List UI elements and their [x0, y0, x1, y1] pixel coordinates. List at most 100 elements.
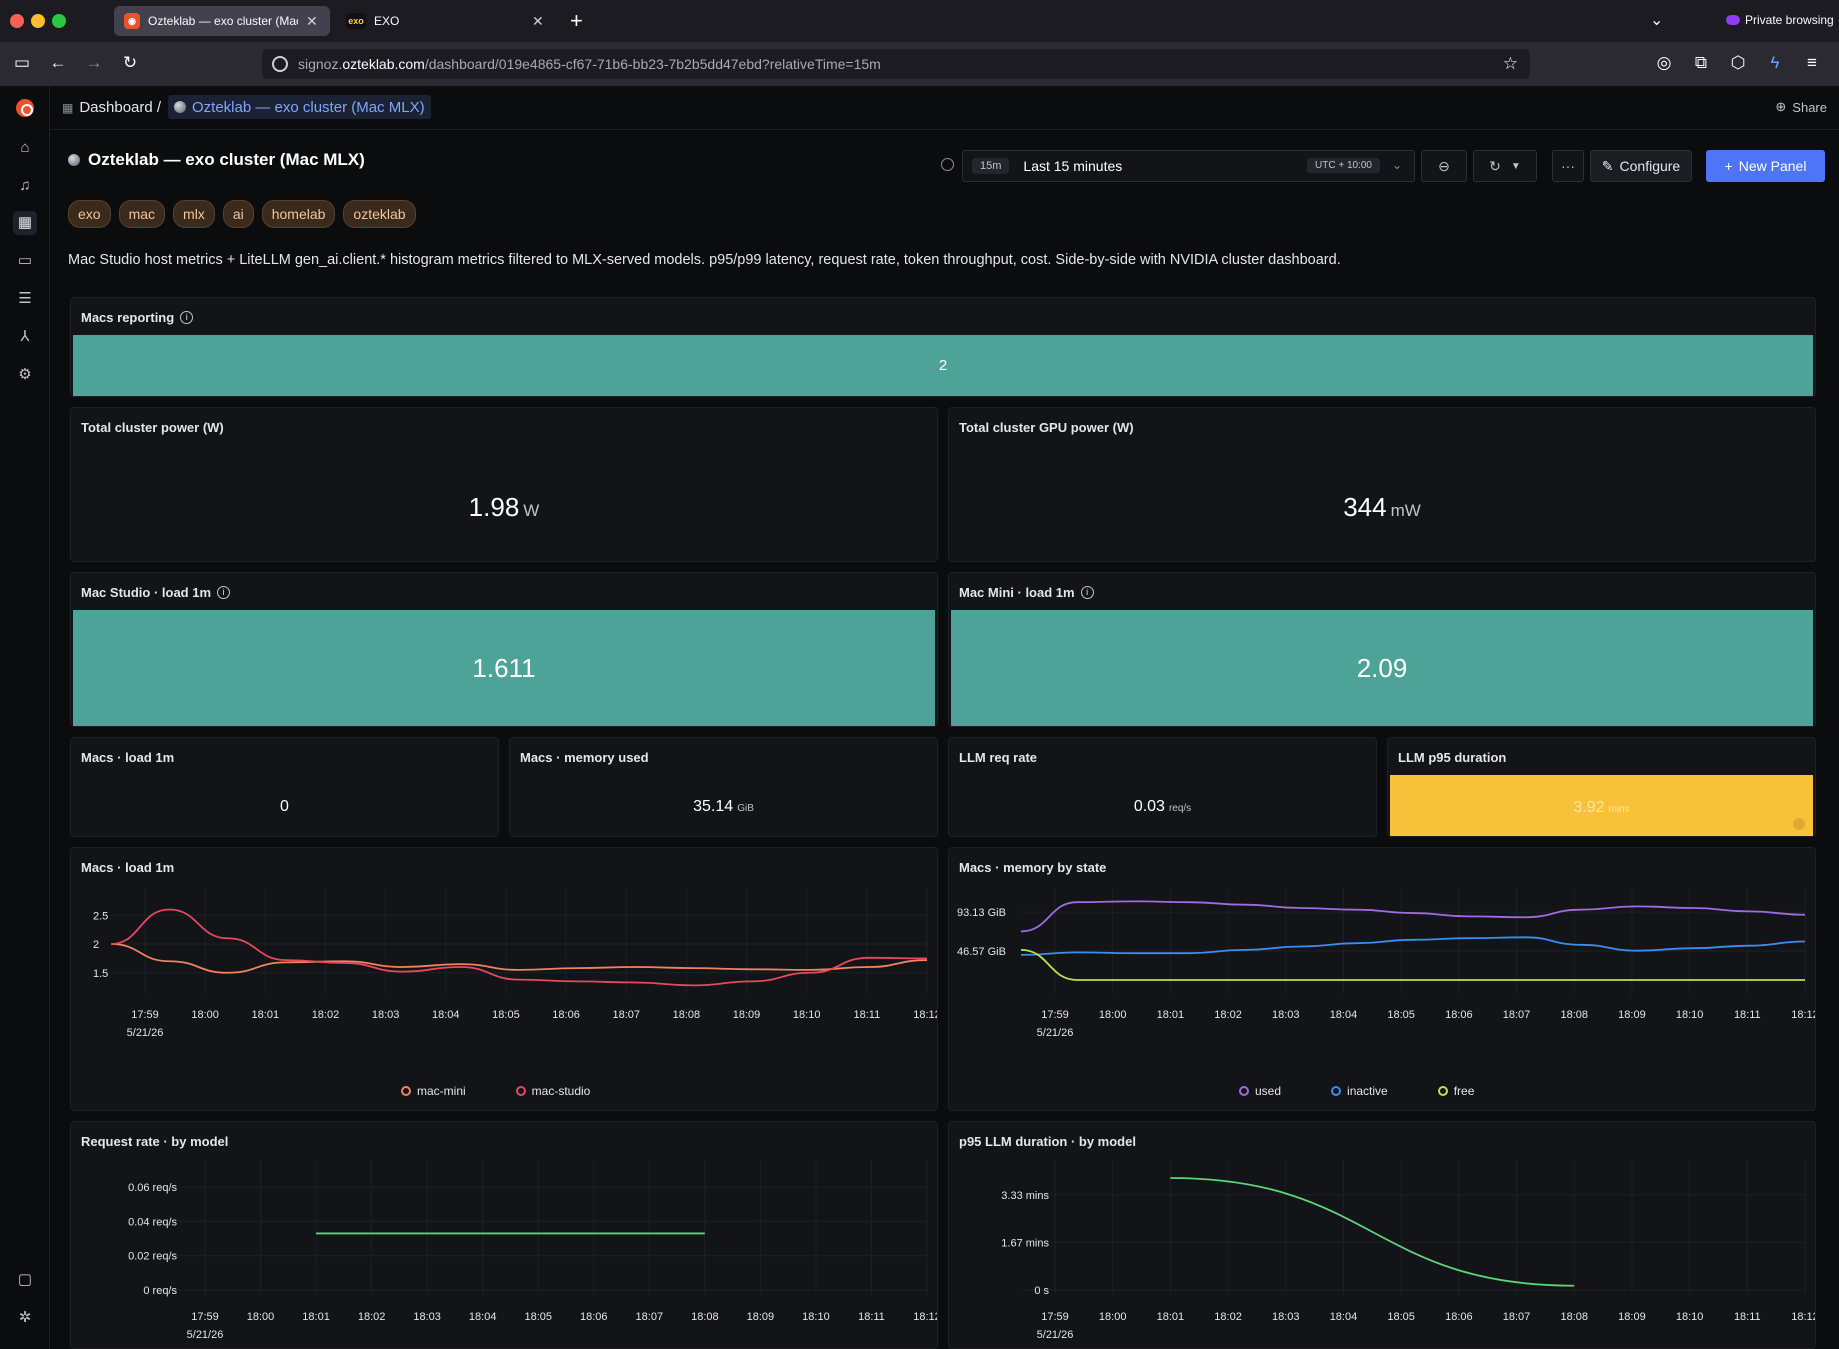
x-tick-label: 18:02 — [1214, 1009, 1242, 1021]
x-tick-label: 18:11 — [1734, 1311, 1761, 1323]
chevron-down-icon[interactable]: ⌄ — [1650, 12, 1664, 29]
breadcrumb-current[interactable]: Ozteklab — exo cluster (Mac MLX) — [168, 95, 431, 119]
panel-memory-chart[interactable]: Macs · memory by state 93.13 GiB 46.57 Gi… — [948, 847, 1816, 1111]
more-options-button[interactable]: ··· — [1552, 150, 1584, 182]
shield-extension-icon[interactable]: ⬡ — [1730, 53, 1746, 72]
logs-icon[interactable]: ☰ — [18, 290, 32, 307]
panel-value-wrap: 344 mW — [949, 492, 1815, 523]
legend-label: mac-mini — [417, 1084, 466, 1098]
panel-memory-used[interactable]: Macs · memory used 35.14 GiB — [509, 737, 938, 837]
extensions-icon[interactable]: ⧉ — [1694, 53, 1708, 72]
browser-tab-exo[interactable]: exo EXO ✕ — [336, 6, 556, 36]
close-tab-icon[interactable]: ✕ — [532, 12, 544, 29]
load-line-chart[interactable]: 2.5 2 1.5 17:59 18:00 18:01 18:02 18:03 18:04 18:… — [71, 848, 938, 1111]
dashboards-grid-icon[interactable]: ▦ — [13, 211, 37, 235]
y-tick-label: 0.06 req/s — [128, 1182, 177, 1194]
panel-value: 2.09 — [1356, 652, 1408, 683]
forward-arrow-icon[interactable]: → — [85, 53, 103, 72]
traces-icon[interactable]: ⅄ — [20, 328, 30, 345]
integrations-icon[interactable]: ⚙ — [18, 366, 32, 383]
panel-title: LLM p95 duration — [1398, 750, 1506, 765]
info-icon[interactable]: i — [217, 586, 231, 599]
legend-item-inactive[interactable]: inactive — [1331, 1084, 1388, 1098]
x-tick-label: 18:09 — [1618, 1311, 1646, 1323]
account-icon[interactable]: ◎ — [1656, 53, 1672, 72]
new-panel-button[interactable]: + New Panel — [1706, 150, 1825, 182]
refresh-button[interactable]: ↻ ▼ — [1473, 150, 1537, 182]
legend-item-mac-mini[interactable]: mac-mini — [401, 1084, 466, 1098]
time-range-picker[interactable]: 15m Last 15 minutes UTC + 10:00 ⌄ — [962, 150, 1415, 182]
bolt-extension-icon[interactable]: ϟ — [1770, 53, 1780, 72]
close-tab-icon[interactable]: ✕ — [306, 12, 318, 29]
legend-item-free[interactable]: free — [1437, 1084, 1474, 1098]
panel-value: 0.03 — [1133, 798, 1165, 815]
panel-mac-studio-load[interactable]: Mac Studio · load 1m i 1.611 — [70, 572, 938, 727]
series-line-used — [1020, 900, 1806, 933]
resize-handle-icon[interactable] — [1793, 818, 1805, 830]
home-icon[interactable]: ⌂ — [20, 139, 30, 156]
back-arrow-icon[interactable]: ← — [49, 53, 67, 72]
minimize-window-button[interactable] — [31, 14, 45, 28]
panel-title: Total cluster GPU power (W) — [959, 420, 1134, 435]
timezone-chip[interactable]: UTC + 10:00 — [1307, 158, 1380, 173]
panel-mac-mini-load[interactable]: Mac Mini · load 1m i 2.09 — [948, 572, 1816, 727]
info-icon[interactable]: i — [180, 311, 194, 324]
p95-duration-line-chart[interactable]: 3.33 mins 1.67 mins 0 s 17:59 18:00 18:01 18:0… — [949, 1122, 1816, 1349]
panel-title-text: Total cluster GPU power (W) — [959, 420, 1134, 435]
chevron-down-icon[interactable]: ⌄ — [1391, 158, 1402, 172]
alerts-bell-icon[interactable]: ♫ — [19, 177, 31, 194]
url-host: ozteklab.com — [342, 56, 425, 72]
reload-icon[interactable]: ↻ — [122, 53, 138, 72]
x-tick-label: 18:06 — [552, 1009, 580, 1021]
x-tick-label: 18:07 — [636, 1311, 664, 1323]
y-tick-label: 2 — [93, 939, 99, 951]
panel-title-text: LLM req rate — [959, 750, 1038, 765]
browser-tab-active[interactable]: ◉ Ozteklab — exo cluster (Mac MLX) ✕ — [114, 6, 330, 36]
storage-icon[interactable]: ▭ — [17, 252, 33, 269]
panel-title: Macs · load 1m — [81, 750, 174, 765]
panel-macs-load-stat[interactable]: Macs · load 1m 0 — [70, 737, 499, 837]
x-tick-label: 18:04 — [432, 1009, 460, 1021]
tag: ai — [222, 200, 254, 228]
legend-item-mac-studio[interactable]: mac-studio — [515, 1084, 590, 1098]
x-tick-label: 18:02 — [358, 1311, 386, 1323]
panel-llm-req-rate[interactable]: LLM req rate 0.03 req/s — [948, 737, 1377, 837]
panel-p95-chart[interactable]: p95 LLM duration · by model 3.33 mins 1.6… — [948, 1121, 1816, 1349]
panel-load-chart[interactable]: Macs · load 1m 2.5 2 1.5 17:59 18:00 18:01 18:… — [70, 847, 938, 1111]
memory-line-chart[interactable]: 93.13 GiB 46.57 GiB 17:59 18:00 18:01 18:02 18… — [949, 848, 1816, 1111]
panel-llm-p95-duration[interactable]: LLM p95 duration 3.92 mins — [1387, 737, 1816, 837]
series-line-inactive — [1020, 936, 1806, 956]
panel-unit: W — [523, 501, 540, 520]
panel-total-power[interactable]: Total cluster power (W) 1.98 W — [70, 407, 938, 562]
new-tab-button[interactable]: + — [570, 8, 583, 33]
x-tick-label: 18:12 — [913, 1009, 938, 1021]
panel-macs-reporting[interactable]: Macs reporting i 2 — [70, 297, 1816, 397]
legend-item-used[interactable]: used — [1239, 1084, 1281, 1098]
plus-icon: + — [1724, 158, 1733, 174]
url-bar[interactable]: signoz. ozteklab.com/dashboard/019e4865-c… — [262, 49, 1530, 79]
close-window-button[interactable] — [10, 14, 24, 28]
maximize-window-button[interactable] — [52, 14, 66, 28]
signoz-logo-icon[interactable] — [16, 99, 34, 117]
info-icon[interactable]: i — [1080, 586, 1094, 599]
sidebar-toggle-icon[interactable]: ▭ — [13, 53, 31, 72]
x-tick-label: 18:09 — [747, 1311, 775, 1323]
settings-gear-icon[interactable]: ✲ — [18, 1309, 32, 1326]
bookmark-star-icon[interactable]: ☆ — [1502, 54, 1518, 73]
panel-unit: GiB — [737, 803, 754, 814]
dashboard-title: Ozteklab — exo cluster (Mac MLX) — [88, 150, 365, 169]
zoom-out-button[interactable]: ⊖ — [1421, 150, 1467, 182]
breadcrumb-dashboard[interactable]: ▦ Dashboard / — [62, 99, 161, 116]
x-tick-label: 18:11 — [1734, 1009, 1761, 1021]
url-prefix: signoz. — [298, 56, 343, 72]
panel-gpu-power[interactable]: Total cluster GPU power (W) 344 mW — [948, 407, 1816, 562]
chat-support-icon[interactable]: ▢ — [17, 1271, 33, 1288]
private-browsing-indicator: Private browsing — [1726, 13, 1834, 27]
legend-marker — [401, 1086, 411, 1096]
configure-button[interactable]: ✎ Configure — [1590, 150, 1692, 182]
share-button[interactable]: ⊕ Share — [1775, 99, 1827, 115]
request-rate-line-chart[interactable]: 0.06 req/s 0.04 req/s 0.02 req/s 0 req/s 17:… — [71, 1122, 938, 1349]
panel-request-rate-chart[interactable]: Request rate · by model 0.06 req/s 0.04 r… — [70, 1121, 938, 1349]
panel-title-text: LLM p95 duration — [1398, 750, 1507, 765]
menu-icon[interactable]: ≡ — [1807, 53, 1817, 72]
